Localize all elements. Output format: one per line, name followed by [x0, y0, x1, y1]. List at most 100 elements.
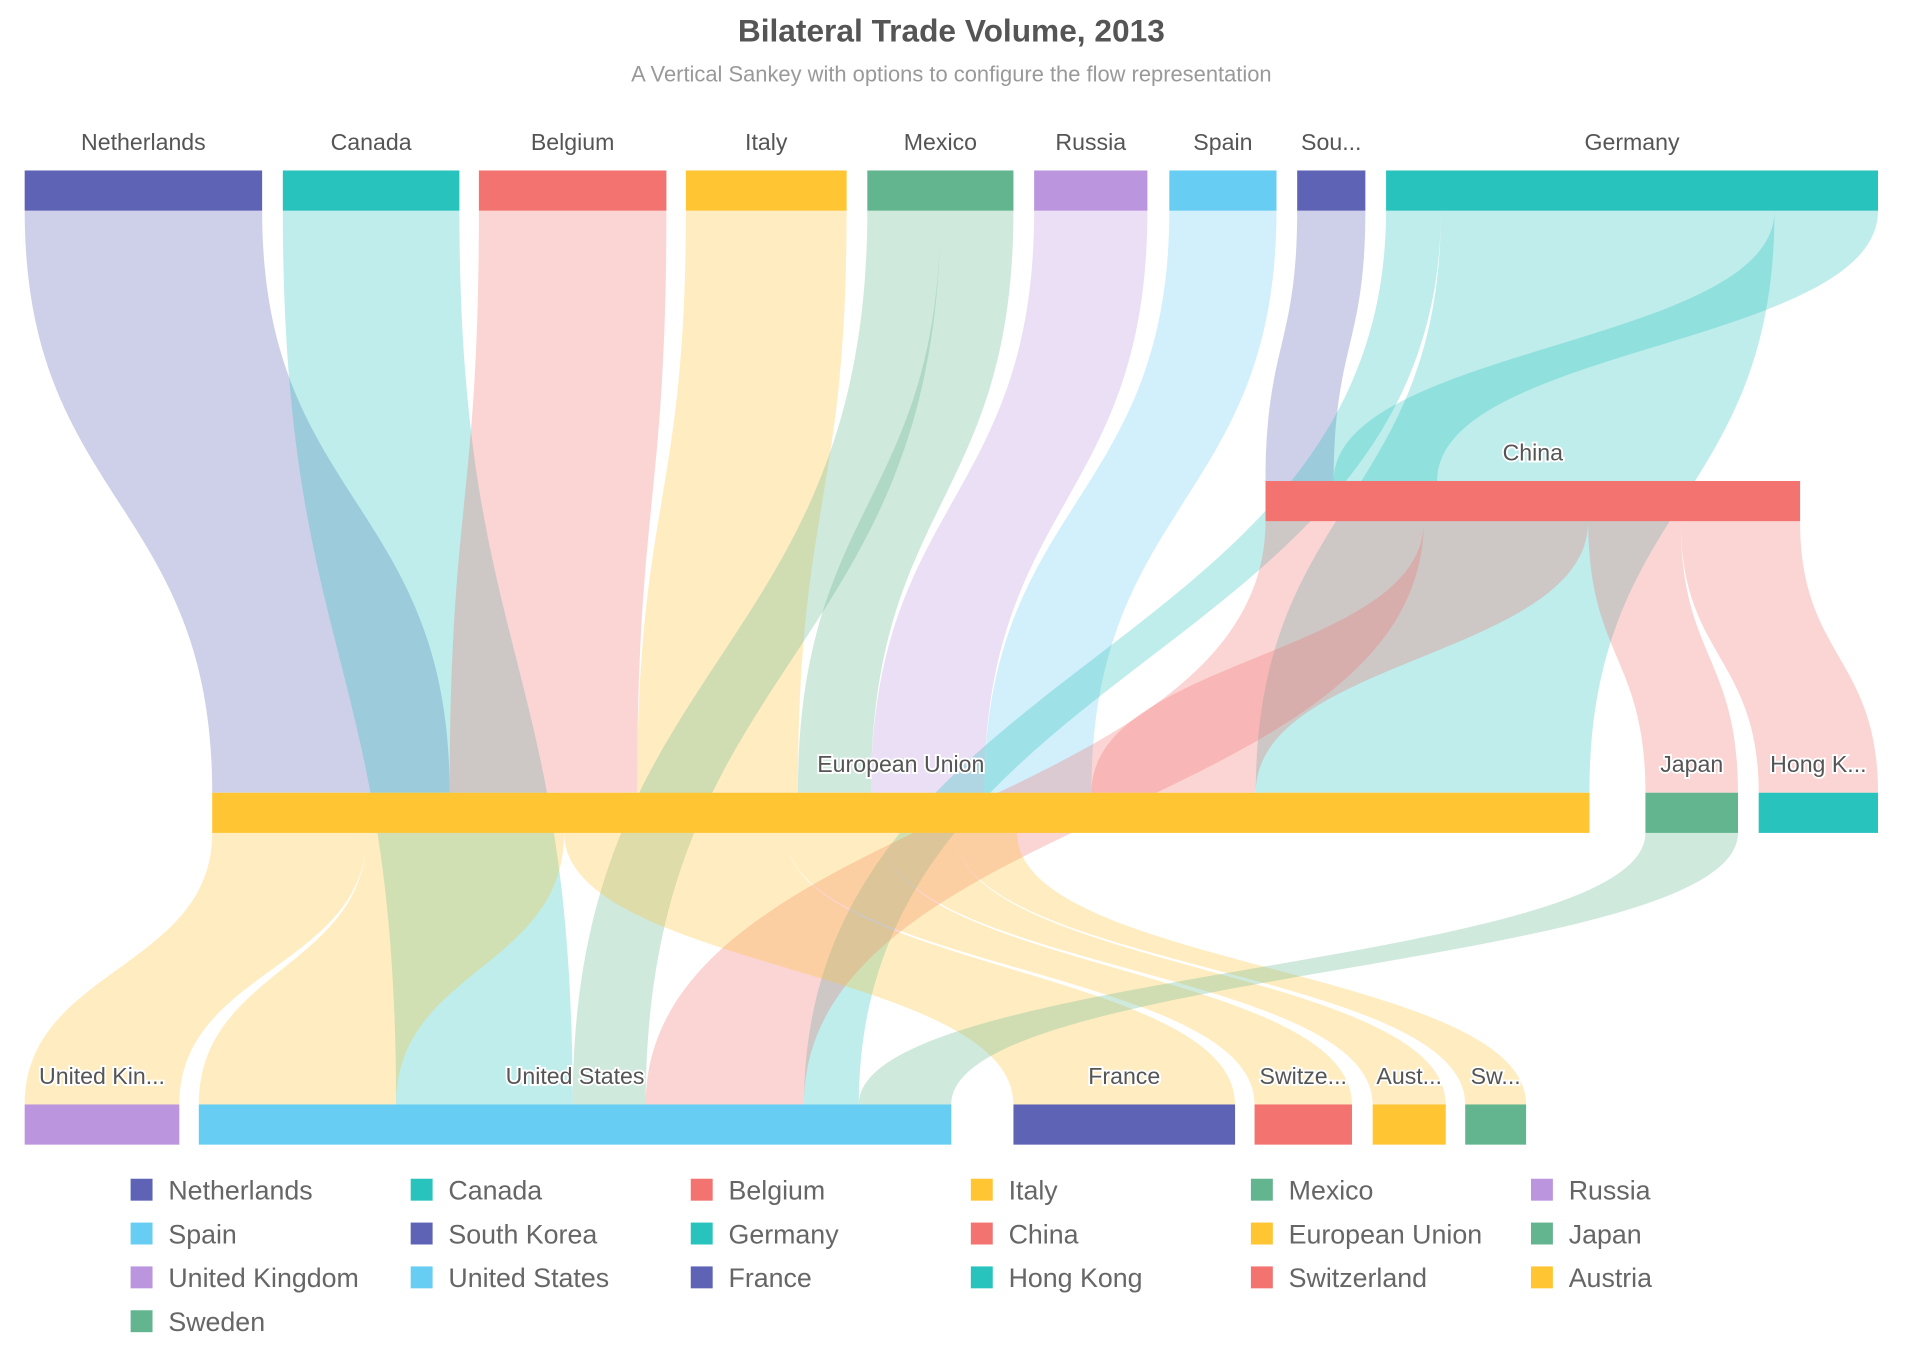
link-spain-to-european-union[interactable]: [984, 210, 1277, 793]
node-netherlands[interactable]: [24, 170, 263, 211]
node-label-austria: Aust...: [1376, 1063, 1442, 1089]
legend-item-hong-kong[interactable]: Hong Kong: [970, 1263, 1143, 1293]
legend-label: Japan: [1569, 1219, 1642, 1249]
legend-item-france[interactable]: France: [690, 1263, 812, 1293]
legend-item-russia[interactable]: Russia: [1530, 1175, 1651, 1205]
link-germany-to-united-states[interactable]: [804, 210, 1441, 1105]
node-france[interactable]: [1013, 1104, 1236, 1145]
link-european-union-to-united-kingdom[interactable]: [24, 832, 367, 1105]
legend-item-netherlands[interactable]: Netherlands: [130, 1175, 313, 1205]
legend-item-austria[interactable]: Austria: [1530, 1263, 1652, 1293]
node-label-european-union: European Union: [817, 751, 984, 777]
link-european-union-to-switzerland[interactable]: [785, 832, 1352, 1105]
legend-item-european-union[interactable]: European Union: [1250, 1219, 1482, 1249]
node-label-belgium: Belgium: [531, 129, 615, 155]
legend-item-canada[interactable]: Canada: [410, 1175, 543, 1205]
node-austria[interactable]: [1372, 1104, 1446, 1145]
legend-item-spain[interactable]: Spain: [130, 1219, 237, 1249]
node-spain[interactable]: [1169, 170, 1277, 211]
legend-swatch: [970, 1178, 993, 1201]
node-european-union[interactable]: [212, 792, 1590, 833]
node-japan[interactable]: [1645, 792, 1738, 833]
link-germany-to-china[interactable]: [1333, 210, 1879, 481]
link-china-to-european-union[interactable]: [1091, 521, 1589, 793]
node-label-mexico: Mexico: [904, 129, 977, 155]
node-sweden[interactable]: [1465, 1104, 1527, 1145]
node-label-china: China: [1503, 439, 1564, 465]
legend-item-united-states[interactable]: United States: [410, 1263, 609, 1293]
node-label-sweden: Sw...: [1471, 1063, 1521, 1089]
node-label-hong-kong: Hong K...: [1770, 751, 1866, 777]
node-label-united-states: United States: [506, 1063, 645, 1089]
link-european-union-to-sweden[interactable]: [956, 832, 1527, 1105]
legend-swatch: [970, 1266, 993, 1289]
node-label-united-kingdom: United Kin...: [39, 1063, 165, 1089]
link-japan-to-united-states[interactable]: [858, 832, 1738, 1105]
link-china-to-japan[interactable]: [1588, 521, 1738, 793]
legend-item-belgium[interactable]: Belgium: [690, 1175, 825, 1205]
legend: Netherlands Canada Belgium Italy Mexico Russi…: [130, 1175, 1652, 1337]
legend-swatch: [130, 1266, 153, 1289]
link-south-korea-to-china[interactable]: [1265, 210, 1366, 481]
legend-swatch: [970, 1222, 993, 1245]
legend-item-switzerland[interactable]: Switzerland: [1250, 1263, 1427, 1293]
link-mexico-to-european-union[interactable]: [797, 210, 1014, 793]
node-switzerland[interactable]: [1254, 1104, 1352, 1145]
node-label-germany: Germany: [1584, 129, 1680, 155]
legend-swatch: [690, 1266, 713, 1289]
legend-item-japan[interactable]: Japan: [1530, 1219, 1642, 1249]
legend-swatch: [690, 1222, 713, 1245]
legend-label: Spain: [168, 1219, 236, 1249]
legend-item-south-korea[interactable]: South Korea: [410, 1219, 598, 1249]
legend-swatch: [1250, 1222, 1273, 1245]
flow-links: [24, 210, 1879, 1105]
node-germany[interactable]: [1386, 170, 1879, 211]
link-belgium-to-european-union[interactable]: [449, 210, 667, 793]
node-united-states[interactable]: [198, 1104, 952, 1145]
legend-label: United Kingdom: [168, 1263, 358, 1293]
link-italy-to-european-union[interactable]: [637, 210, 847, 793]
node-china[interactable]: [1265, 480, 1801, 522]
legend-item-mexico[interactable]: Mexico: [1250, 1175, 1374, 1205]
link-european-union-to-france[interactable]: [564, 832, 1236, 1105]
node-south-korea[interactable]: [1297, 170, 1366, 211]
legend-swatch: [1530, 1178, 1553, 1201]
chart-subtitle: A Vertical Sankey with options to config…: [631, 62, 1272, 87]
node-label-south-korea: Sou...: [1301, 129, 1361, 155]
node-label-spain: Spain: [1193, 129, 1252, 155]
chart-title: Bilateral Trade Volume, 2013: [738, 12, 1165, 48]
legend-swatch: [410, 1222, 433, 1245]
legend-label: Sweden: [168, 1307, 265, 1337]
link-china-to-hong-kong[interactable]: [1680, 521, 1879, 793]
legend-label: Mexico: [1289, 1175, 1374, 1205]
legend-item-sweden[interactable]: Sweden: [130, 1307, 265, 1337]
node-label-canada: Canada: [331, 129, 412, 155]
link-mexico-to-united-states[interactable]: [572, 210, 941, 1105]
legend-label: Canada: [448, 1175, 542, 1205]
legend-swatch: [690, 1178, 713, 1201]
node-belgium[interactable]: [478, 170, 667, 211]
node-italy[interactable]: [685, 170, 847, 211]
link-canada-to-united-states[interactable]: [282, 210, 573, 1105]
node-hong-kong[interactable]: [1758, 792, 1879, 833]
link-netherlands-to-european-union[interactable]: [24, 210, 450, 793]
node-label-russia: Russia: [1055, 129, 1126, 155]
node-label-netherlands: Netherlands: [81, 129, 206, 155]
link-russia-to-european-union[interactable]: [870, 210, 1148, 793]
node-russia[interactable]: [1034, 170, 1148, 211]
legend-swatch: [130, 1310, 153, 1333]
legend-item-germany[interactable]: Germany: [690, 1219, 839, 1249]
link-european-union-to-austria[interactable]: [883, 832, 1446, 1105]
node-mexico[interactable]: [867, 170, 1014, 211]
legend-label: Hong Kong: [1009, 1263, 1143, 1293]
legend-item-italy[interactable]: Italy: [970, 1175, 1058, 1205]
legend-label: United States: [448, 1263, 609, 1293]
legend-item-china[interactable]: China: [970, 1219, 1079, 1249]
node-canada[interactable]: [282, 170, 460, 211]
legend-item-united-kingdom[interactable]: United Kingdom: [130, 1263, 359, 1293]
legend-label: European Union: [1289, 1219, 1482, 1249]
node-united-kingdom[interactable]: [24, 1104, 180, 1145]
legend-label: Netherlands: [168, 1175, 312, 1205]
link-european-union-to-united-states[interactable]: [198, 832, 565, 1105]
